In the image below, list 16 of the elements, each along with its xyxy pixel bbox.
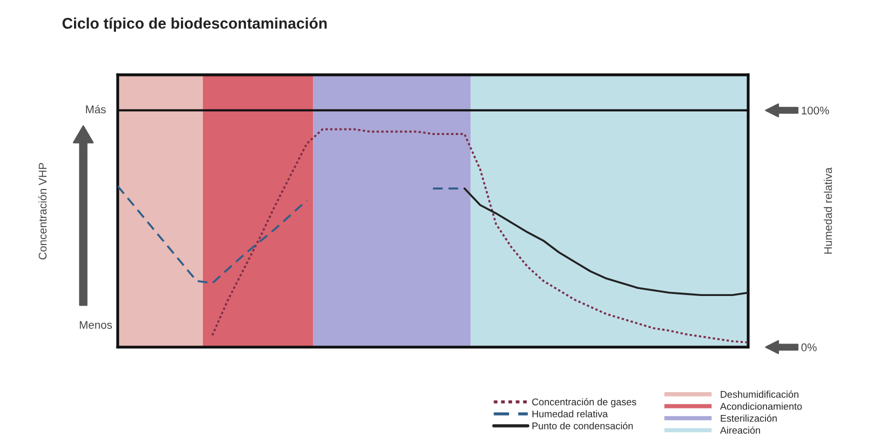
text: Deshumidificación [720,390,798,398]
y-tick-label: 0% [801,343,817,352]
legend-label: Concentración de gases [532,398,636,408]
chart-title: Ciclo típico de biodescontaminación [62,17,327,32]
text: Aireación [720,426,760,434]
text: Menos [80,321,112,329]
text: Concentración VHP [38,162,47,260]
y-tick-label: 100% [802,106,829,114]
text: Más [86,105,106,114]
legend-label: Humedad relativa [532,410,608,418]
text: Acondicionamiento [720,402,802,410]
y-axis-title: Humedad relativa [824,167,832,254]
line-series [211,128,748,344]
text: Esterilización [720,414,777,422]
line-series [463,188,748,296]
legend-label: Punto de condensación [532,422,633,430]
